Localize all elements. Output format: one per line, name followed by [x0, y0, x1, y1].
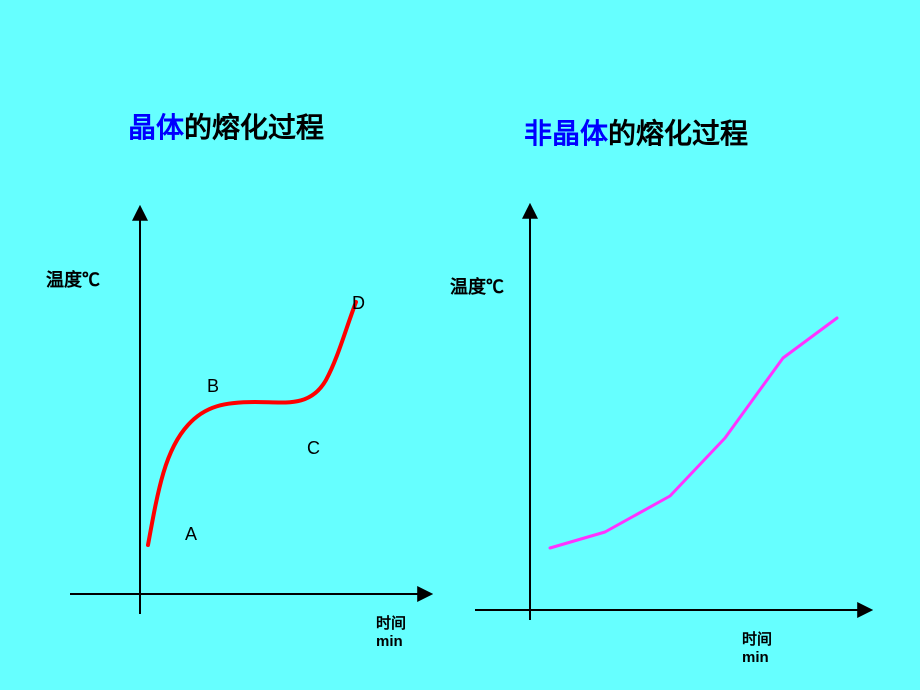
crystal-melting-chart [30, 200, 450, 620]
title-amorphous-word: 非晶体 [524, 118, 608, 149]
point-label-D: D [352, 293, 365, 314]
point-label-A: A [185, 524, 197, 545]
amorphous-chart-svg [475, 200, 895, 620]
x-axis-label-right: 时间 min [742, 631, 772, 667]
title-crystal-rest: 的熔化过程 [184, 112, 324, 143]
x-axis-left-line2: min [376, 633, 403, 650]
point-label-B: B [207, 376, 219, 397]
title-amorphous-melting: 非晶体的熔化过程 [524, 112, 748, 152]
x-axis-right-line2: min [742, 649, 769, 666]
title-amorphous-rest: 的熔化过程 [608, 118, 748, 149]
crystal-chart-svg [30, 200, 450, 620]
x-axis-right-line1: 时间 [742, 631, 772, 648]
amorphous-melting-chart [475, 200, 895, 620]
title-crystal-melting: 晶体的熔化过程 [128, 106, 324, 146]
point-label-C: C [307, 438, 320, 459]
title-crystal-word: 晶体 [128, 112, 184, 143]
x-axis-label-left: 时间 min [376, 615, 406, 651]
page-root: 晶体的熔化过程 非晶体的熔化过程 温度℃ 温度℃ 时间 min 时间 min A… [0, 0, 920, 690]
